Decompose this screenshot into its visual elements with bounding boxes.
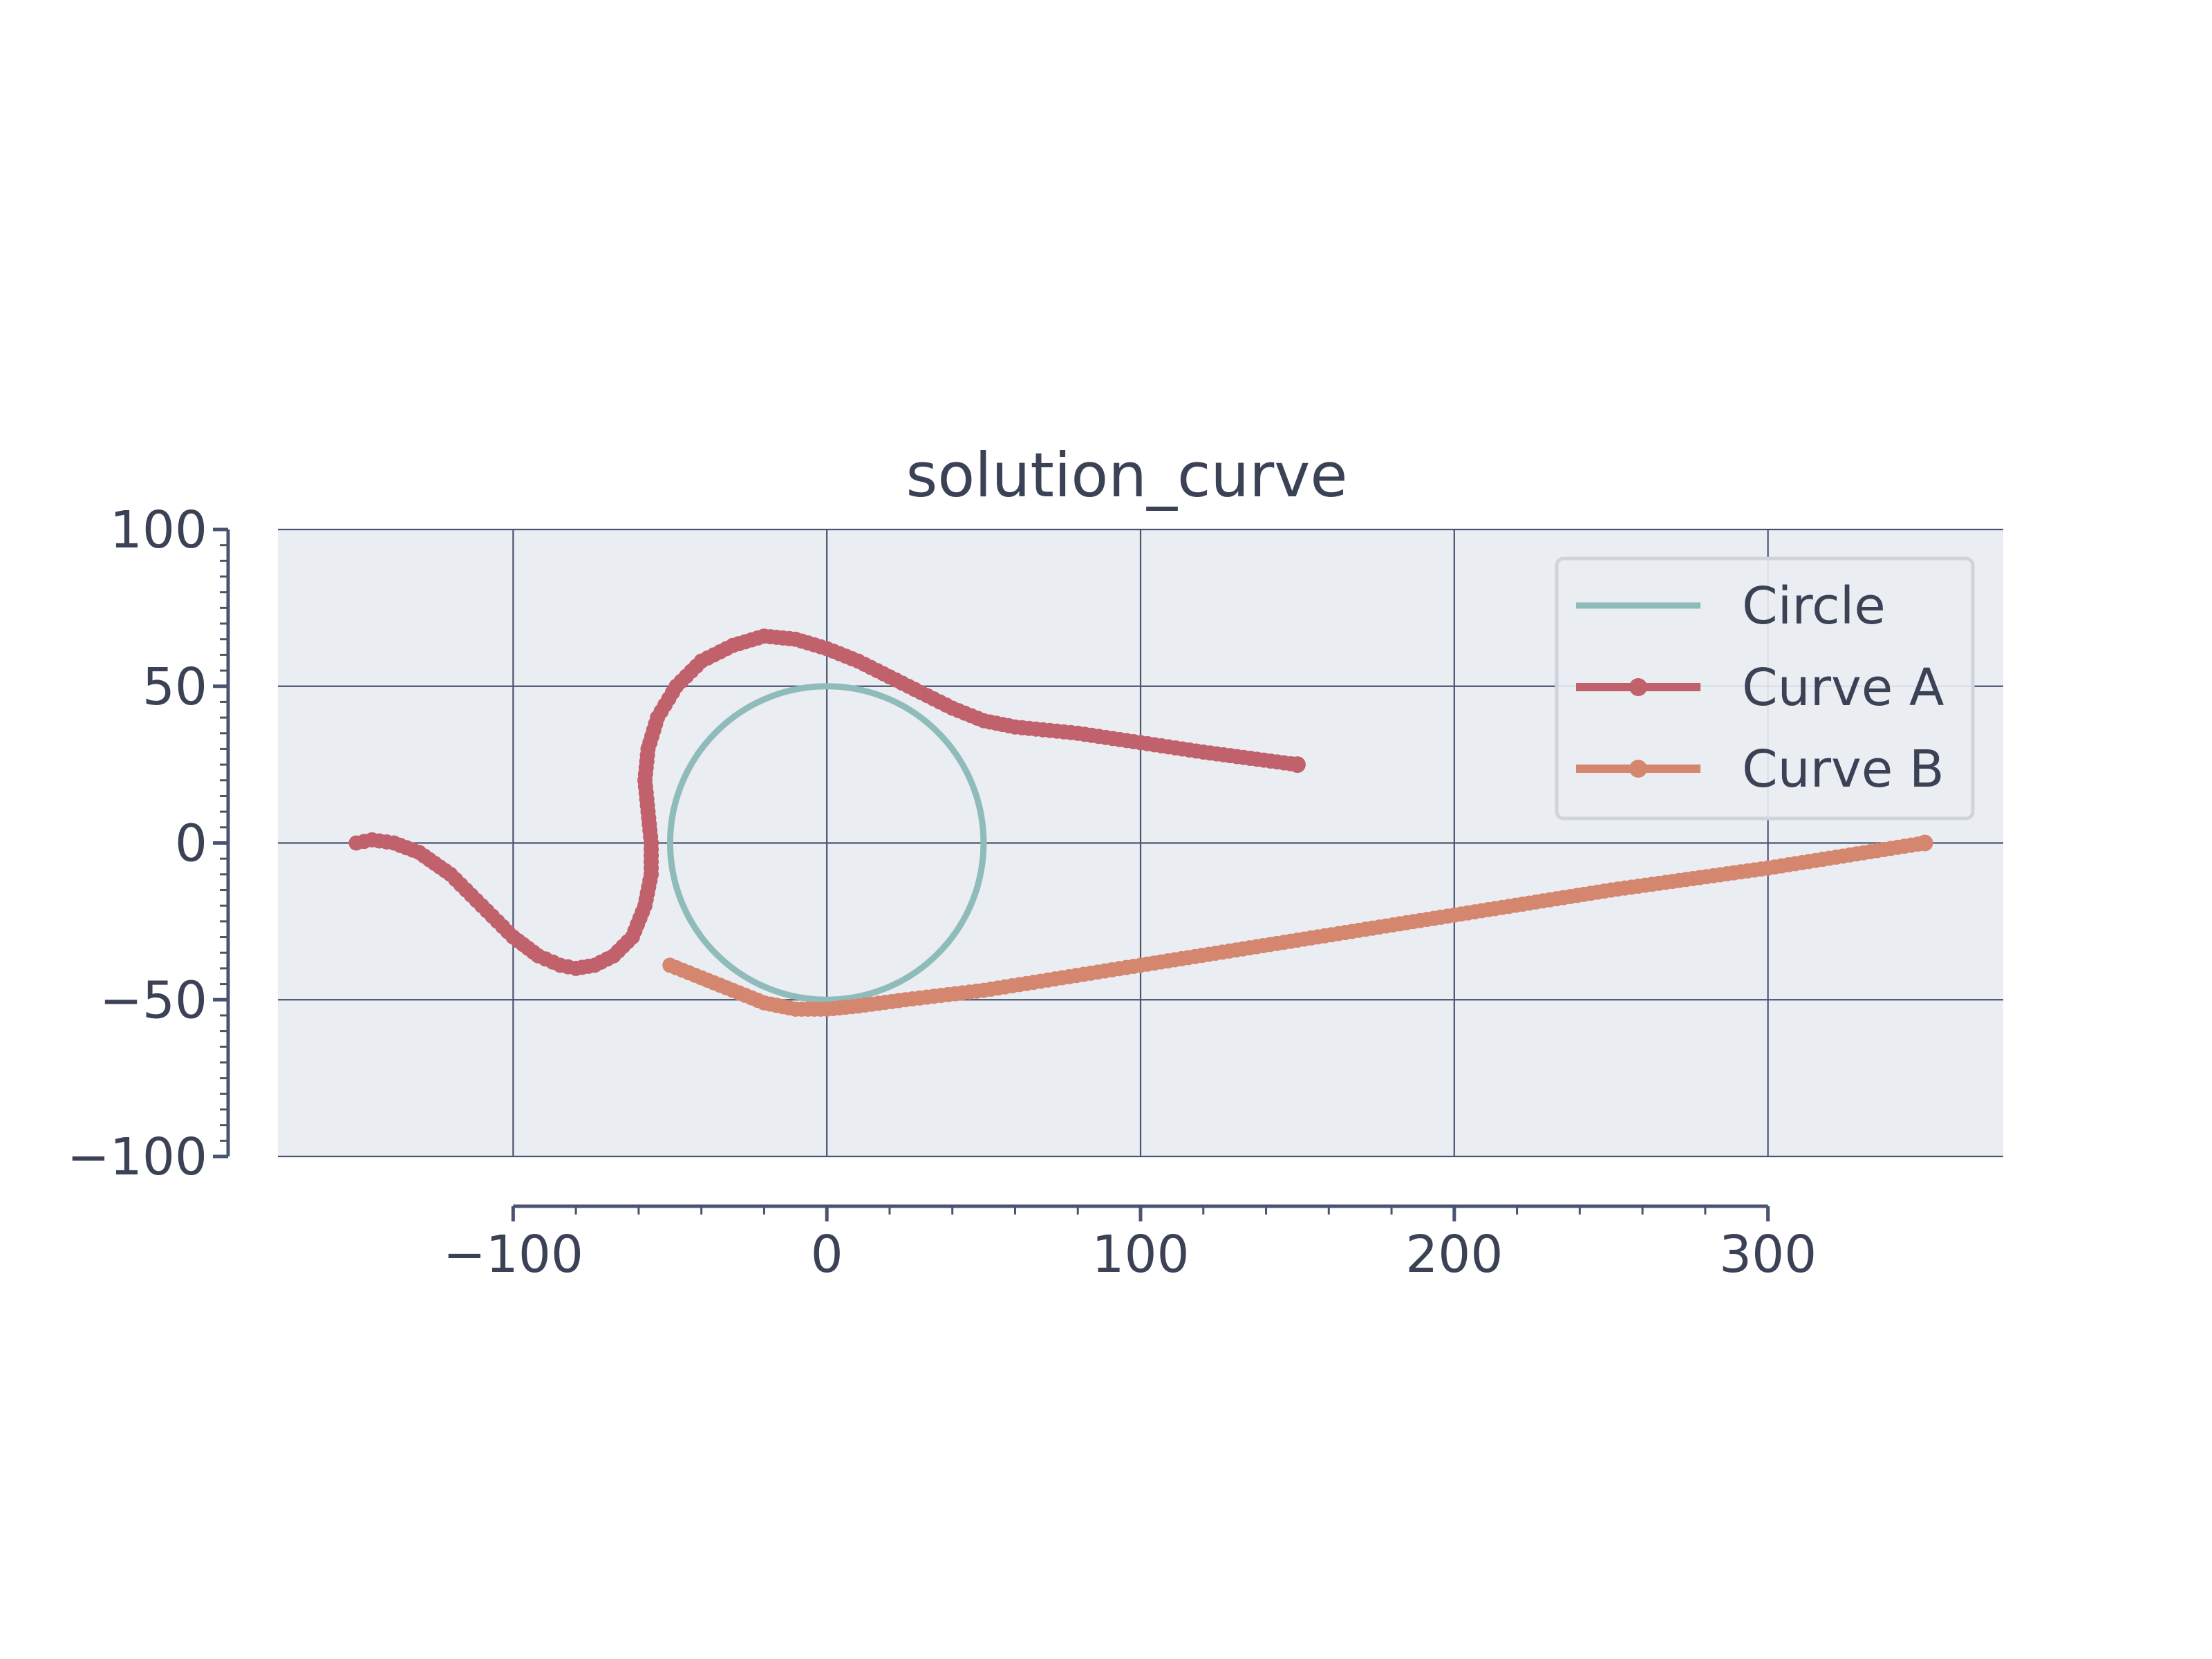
legend-marker [1629,678,1647,696]
series-curve-a [348,628,1306,976]
data-point [1916,834,1933,852]
data-point [1288,756,1306,774]
y-tick-label: −50 [100,971,207,1030]
series-layer [348,628,1933,1017]
x-tick-label: −100 [443,1225,583,1284]
x-tick-label: 0 [811,1225,843,1284]
legend-item: Circle [1576,577,1886,636]
y-tick-label: 100 [110,500,207,560]
legend-box [1555,556,1975,821]
chart-title: solution_curve [906,440,1347,511]
x-tick-label: 300 [1719,1225,1817,1284]
series-curve-b [662,834,1933,1017]
legend: Circle Curve A Curve B [1555,556,1975,821]
legend-label: Curve B [1742,740,1944,799]
y-axis: −100 −50 0 50 100 [67,500,230,1187]
x-axis: −100 0 100 200 300 [443,1204,1817,1284]
circle-line [666,683,987,1003]
legend-item: Curve B [1576,740,1944,799]
legend-label: Circle [1742,577,1886,636]
y-tick-label: 0 [175,814,207,874]
legend-marker [1629,760,1647,778]
legend-label: Curve A [1742,658,1944,718]
series-circle [666,683,987,1003]
y-tick-label: −100 [67,1127,207,1187]
x-tick-label: 200 [1405,1225,1503,1284]
y-tick-label: 50 [142,657,207,717]
x-tick-label: 100 [1091,1225,1189,1284]
legend-item: Curve A [1576,658,1944,718]
